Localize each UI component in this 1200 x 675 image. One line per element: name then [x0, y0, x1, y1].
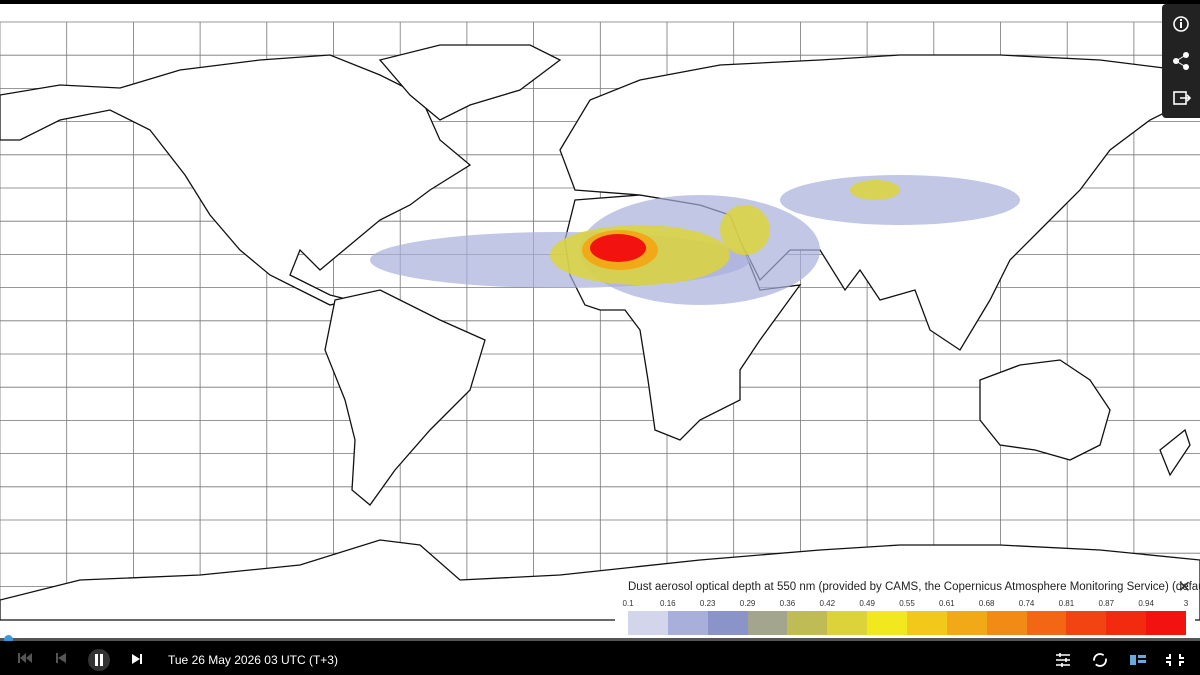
legend-label: 0.74 — [1018, 599, 1035, 608]
legend-swatch — [867, 611, 908, 635]
legend-swatch — [946, 611, 987, 635]
legend-label: 0.16 — [660, 599, 676, 608]
layout-button[interactable] — [1130, 655, 1146, 665]
forecast-time: Tue 26 May 2026 03 UTC (T+3) — [168, 653, 338, 667]
map — [0, 0, 1200, 621]
legend-swatch — [787, 611, 828, 635]
settings-button[interactable] — [1056, 653, 1070, 667]
first-button[interactable] — [18, 653, 32, 663]
toolbar-icons — [1173, 16, 1192, 105]
close-button[interactable]: ✕ — [1177, 579, 1191, 596]
legend-label: 0.61 — [939, 599, 955, 608]
legend-swatch — [827, 611, 868, 635]
share-button[interactable] — [1173, 52, 1189, 70]
legend-label: 3 — [1183, 599, 1189, 608]
player-bar: Tue 26 May 2026 03 UTC (T+3) — [0, 641, 1200, 675]
player-controls — [18, 649, 142, 671]
legend: Dust aerosol optical depth at 550 nm (pr… — [615, 575, 1200, 639]
legend-label: 0.81 — [1058, 599, 1075, 608]
legend-label: 0.42 — [819, 599, 836, 608]
export-button[interactable] — [1173, 91, 1192, 105]
legend-swatch — [1026, 611, 1067, 635]
fullscreen-button[interactable] — [1166, 654, 1184, 666]
legend-swatch — [667, 611, 708, 635]
legend-swatch — [1146, 611, 1187, 635]
legend-label: 0.23 — [699, 599, 716, 608]
legend-swatch — [1106, 611, 1147, 635]
legend-label: 0.68 — [978, 599, 995, 608]
legend-label: 0.87 — [1098, 599, 1115, 608]
legend-label: 0.29 — [739, 599, 756, 608]
legend-label: 0.36 — [779, 599, 796, 608]
dust-plume — [370, 175, 1020, 305]
next-button[interactable] — [132, 654, 142, 664]
legend-labels: 0.1 0.16 0.23 0.29 0.36 0.42 0.49 0.55 0.61 0.68 0… — [615, 599, 1195, 611]
legend-swatch — [986, 611, 1027, 635]
legend-label: 0.49 — [859, 599, 875, 608]
legend-colorbar — [628, 611, 1187, 635]
progress-track — [0, 638, 1200, 641]
legend-swatch — [1066, 611, 1107, 635]
pause-button[interactable] — [88, 649, 110, 671]
legend-swatch — [707, 611, 748, 635]
legend-swatch — [907, 611, 947, 635]
info-button[interactable] — [1173, 16, 1189, 32]
refresh-button[interactable] — [1093, 653, 1107, 667]
legend-label: 0.1 — [622, 599, 634, 608]
legend-swatch — [628, 611, 668, 635]
toolbar — [1162, 4, 1200, 118]
prev-button[interactable] — [56, 653, 66, 663]
top-bar — [0, 0, 1200, 4]
legend-label: 0.94 — [1138, 599, 1154, 608]
progress-handle[interactable] — [4, 635, 13, 644]
legend-title: Dust aerosol optical depth at 550 nm (pr… — [628, 581, 1200, 593]
legend-swatch — [747, 611, 788, 635]
legend-label: 0.55 — [899, 599, 915, 608]
view-controls — [1056, 653, 1184, 667]
